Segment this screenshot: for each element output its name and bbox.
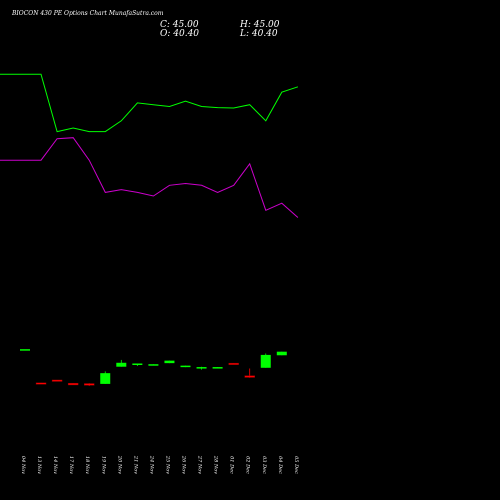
x-tick-label: 02 Dec: [245, 456, 251, 474]
x-tick-label: 24 Nov: [148, 455, 154, 474]
x-tick-label: 25 Nov: [164, 455, 170, 474]
x-tick-label: 27 Nov: [197, 455, 203, 474]
candle-body: [83, 383, 95, 386]
x-tick-label: 28 Nov: [213, 455, 219, 474]
candle-body: [196, 367, 207, 369]
candle-body: [148, 364, 159, 366]
candle-body: [20, 349, 30, 351]
x-tick-label: 18 Nov: [84, 456, 90, 474]
candle-body: [180, 365, 191, 368]
candle-body: [35, 382, 47, 385]
x-tick-label: 21 Nov: [132, 455, 138, 474]
indicator-line-2: [0, 137, 299, 218]
candle-body: [116, 362, 127, 367]
x-tick-label: 14 Nov: [52, 456, 58, 474]
x-axis-ticks: 04 Nov 13 Nov 14 Nov 17 Nov 18 Nov 19 Nov 20 N…: [20, 455, 299, 474]
high-value: H: 45.00: [239, 20, 280, 30]
candle-body: [276, 351, 287, 356]
indicator-lines: [0, 73, 299, 218]
x-tick-label: 19 Nov: [100, 456, 106, 474]
low-value: L: 40.40: [239, 29, 278, 39]
x-tick-label: 05 Dec: [293, 456, 299, 474]
x-tick-label: 26 Nov: [181, 455, 187, 474]
chart-title: BIOCON 430 PE Options Chart MunafaSutra.…: [11, 10, 164, 17]
candle-body: [228, 362, 239, 365]
candle-body: [212, 367, 223, 369]
candle-body: [100, 373, 111, 384]
x-tick-label: 13 Nov: [36, 456, 42, 474]
candle-body: [132, 363, 143, 365]
x-tick-label: 17 Nov: [68, 456, 74, 474]
x-tick-label: 20 Nov: [116, 455, 122, 474]
candle-body: [260, 354, 271, 368]
indicator-line-1: [0, 73, 299, 133]
candle-body: [67, 382, 79, 386]
x-tick-label: 03 Dec: [261, 456, 267, 474]
close-value: C: 45.00: [160, 20, 199, 30]
candle-body: [51, 379, 63, 382]
x-tick-label: 01 Dec: [229, 456, 235, 474]
candle-body: [244, 375, 255, 378]
x-tick-label: 04 Nov: [20, 456, 26, 474]
candle-body: [164, 360, 175, 364]
x-tick-label: 04 Dec: [277, 456, 283, 474]
open-value: O: 40.40: [160, 29, 199, 39]
candles: [20, 349, 287, 387]
